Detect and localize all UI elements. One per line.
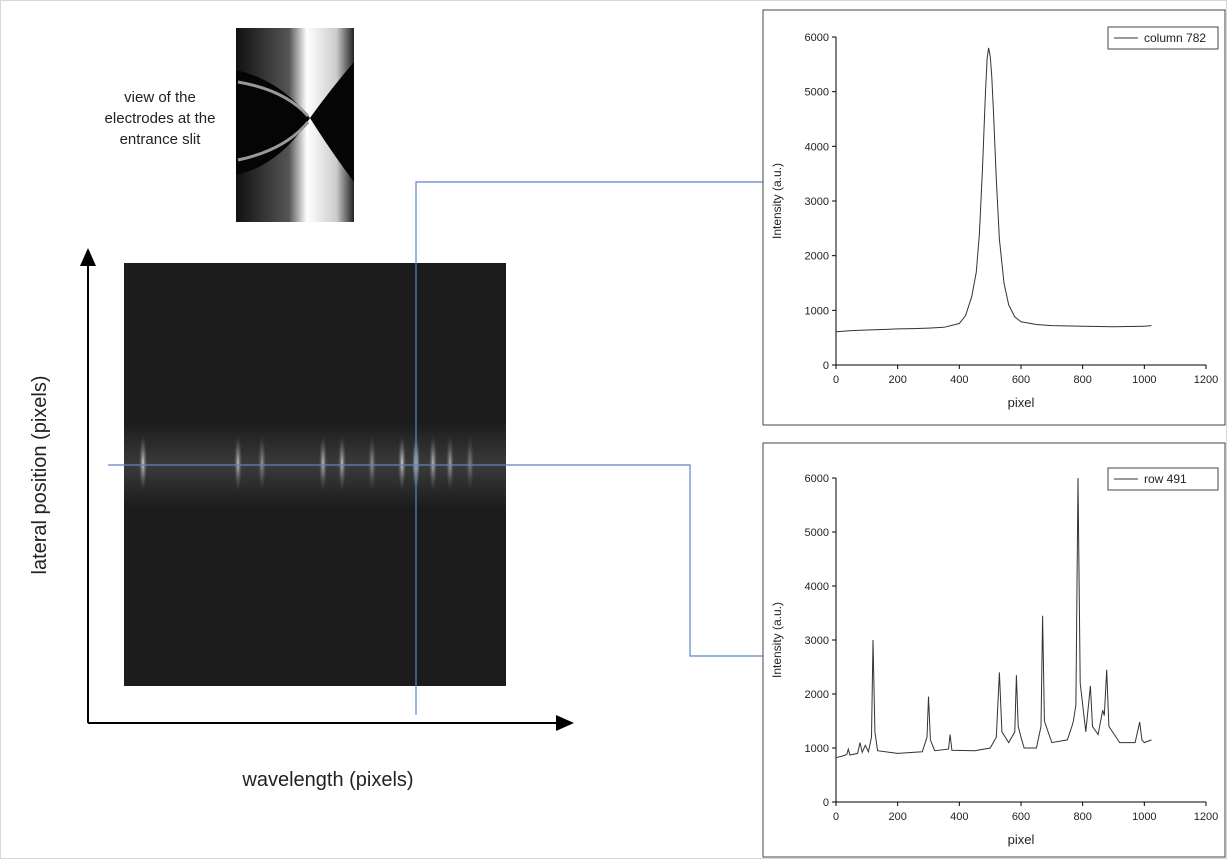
y-axis-label: Intensity (a.u.): [770, 602, 784, 678]
y-tick-label: 6000: [805, 473, 829, 485]
chart-frame: [762, 9, 1226, 426]
x-tick-label: 800: [1073, 374, 1091, 386]
legend-label: row 491: [1144, 472, 1187, 486]
y-tick-label: 4000: [805, 141, 829, 153]
inset-caption: view of the: [124, 89, 196, 106]
y-tick-label: 3000: [805, 635, 829, 647]
chart-frame: [762, 442, 1226, 858]
spectral-line: [338, 435, 346, 491]
electrode-image: [236, 28, 354, 222]
y-tick-label: 0: [823, 797, 829, 809]
data-line: [835, 47, 1152, 333]
x-tick-label: 400: [950, 811, 968, 823]
detector-image: [124, 263, 506, 686]
y-tick-label: 1000: [805, 743, 829, 755]
y-tick-label: 5000: [805, 527, 829, 539]
x-tick-label: 0: [833, 811, 839, 823]
y-tick-label: 3000: [805, 196, 829, 208]
spectral-line: [319, 435, 327, 491]
spectral-line: [446, 435, 454, 491]
x-axis-label: pixel: [1008, 832, 1035, 847]
y-tick-label: 0: [823, 360, 829, 372]
x-axis-label: wavelength (pixels): [241, 769, 413, 791]
x-tick-label: 800: [1073, 811, 1091, 823]
x-tick-label: 1000: [1132, 374, 1156, 386]
legend-box: [1107, 467, 1219, 491]
y-tick-label: 1000: [805, 305, 829, 317]
x-tick-label: 400: [950, 374, 968, 386]
spectral-line: [368, 435, 376, 491]
legend-label: column 782: [1144, 31, 1206, 45]
inset-caption: entrance slit: [120, 131, 202, 148]
x-tick-label: 0: [833, 374, 839, 386]
spectral-line: [429, 435, 437, 491]
spectral-line: [139, 435, 147, 491]
spectral-line: [398, 435, 406, 491]
y-tick-label: 4000: [805, 581, 829, 593]
legend-box: [1107, 26, 1219, 50]
x-tick-label: 600: [1012, 374, 1030, 386]
inset-caption: electrodes at the: [105, 110, 216, 127]
y-axis-label: Intensity (a.u.): [770, 163, 784, 239]
x-tick-label: 200: [888, 374, 906, 386]
y-tick-label: 5000: [805, 87, 829, 99]
x-tick-label: 1200: [1194, 374, 1218, 386]
x-tick-label: 600: [1012, 811, 1030, 823]
y-axis-label: lateral position (pixels): [29, 376, 51, 575]
connectors: [108, 181, 764, 715]
spectral-line: [234, 435, 242, 491]
y-tick-label: 6000: [805, 32, 829, 44]
x-tick-label: 1200: [1194, 811, 1218, 823]
data-line: [835, 477, 1152, 759]
y-tick-label: 2000: [805, 251, 829, 263]
y-tick-label: 2000: [805, 689, 829, 701]
x-tick-label: 1000: [1132, 811, 1156, 823]
spectral-line: [466, 435, 474, 491]
x-axis-label: pixel: [1008, 395, 1035, 410]
x-tick-label: 200: [888, 811, 906, 823]
spectral-line: [258, 435, 266, 491]
